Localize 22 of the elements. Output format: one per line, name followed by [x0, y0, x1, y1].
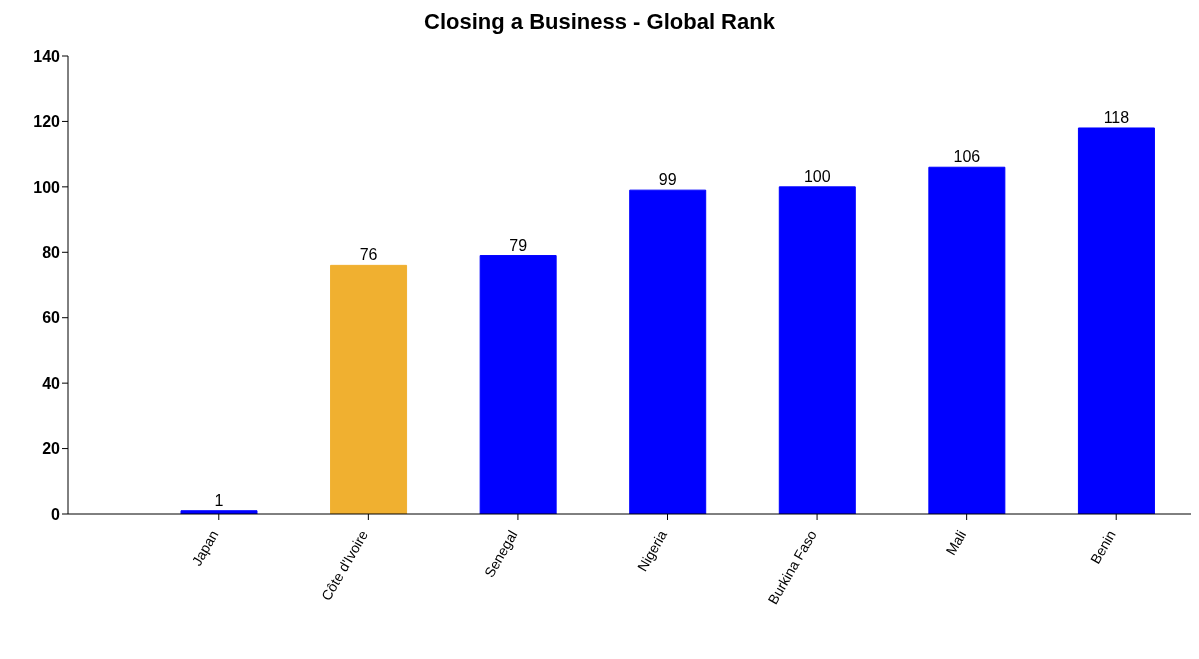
y-tick-label: 80 — [42, 243, 61, 261]
bar — [928, 166, 1006, 514]
data-label: 100 — [803, 167, 831, 185]
bar — [629, 189, 707, 514]
data-label: 76 — [359, 246, 378, 264]
bar — [479, 255, 557, 514]
data-label: 118 — [1103, 108, 1130, 126]
data-label: 79 — [509, 236, 528, 254]
bar — [778, 186, 856, 514]
bar — [1077, 127, 1155, 514]
y-tick-label: 140 — [33, 47, 61, 65]
data-label: 106 — [953, 148, 981, 166]
y-tick-label: 40 — [42, 374, 61, 392]
y-tick-label: 120 — [33, 113, 61, 131]
chart-title: Closing a Business - Global Rank — [423, 8, 776, 36]
bar — [330, 264, 408, 514]
data-label: 1 — [214, 491, 224, 509]
data-label: 99 — [658, 171, 677, 189]
y-tick-label: 20 — [42, 440, 61, 458]
y-tick-label: 0 — [51, 505, 61, 523]
y-tick-label: 100 — [33, 178, 61, 196]
y-tick-label: 60 — [42, 309, 61, 327]
